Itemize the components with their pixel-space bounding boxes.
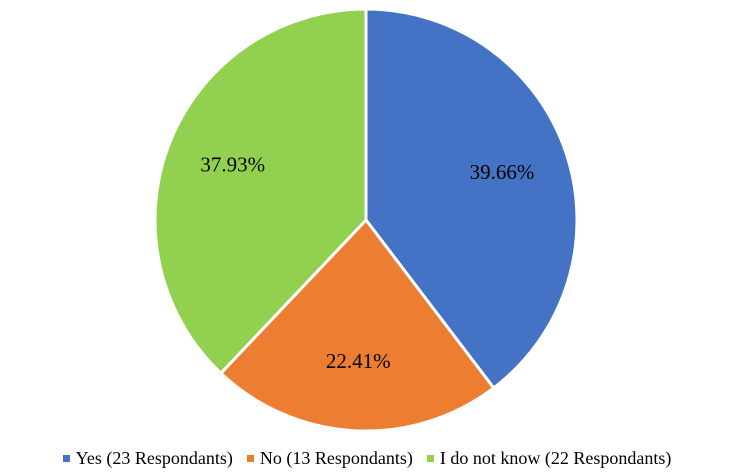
legend: Yes (23 Respondants) No (13 Respondants)… bbox=[0, 448, 734, 469]
data-label-do-not-know: 37.93% bbox=[200, 153, 265, 177]
pie-slice-yes bbox=[364, 7, 579, 390]
legend-swatch-do-not-know bbox=[426, 455, 434, 462]
legend-entry-no: No (13 Respondants) bbox=[246, 448, 413, 469]
legend-entry-do-not-know: I do not know (22 Respondants) bbox=[426, 448, 672, 469]
legend-label-do-not-know: I do not know (22 Respondants) bbox=[439, 448, 672, 468]
pie-slice-no bbox=[219, 218, 496, 433]
legend-label-yes: Yes (23 Respondants) bbox=[75, 448, 233, 468]
legend-label-no: No (13 Respondants) bbox=[259, 448, 413, 468]
legend-entry-yes: Yes (23 Respondants) bbox=[62, 448, 233, 469]
data-label-yes: 39.66% bbox=[470, 160, 535, 184]
legend-swatch-no bbox=[246, 455, 254, 462]
data-label-no: 22.41% bbox=[326, 349, 391, 373]
legend-swatch-yes bbox=[62, 455, 70, 462]
pie-slice-do-not-know bbox=[153, 7, 368, 375]
